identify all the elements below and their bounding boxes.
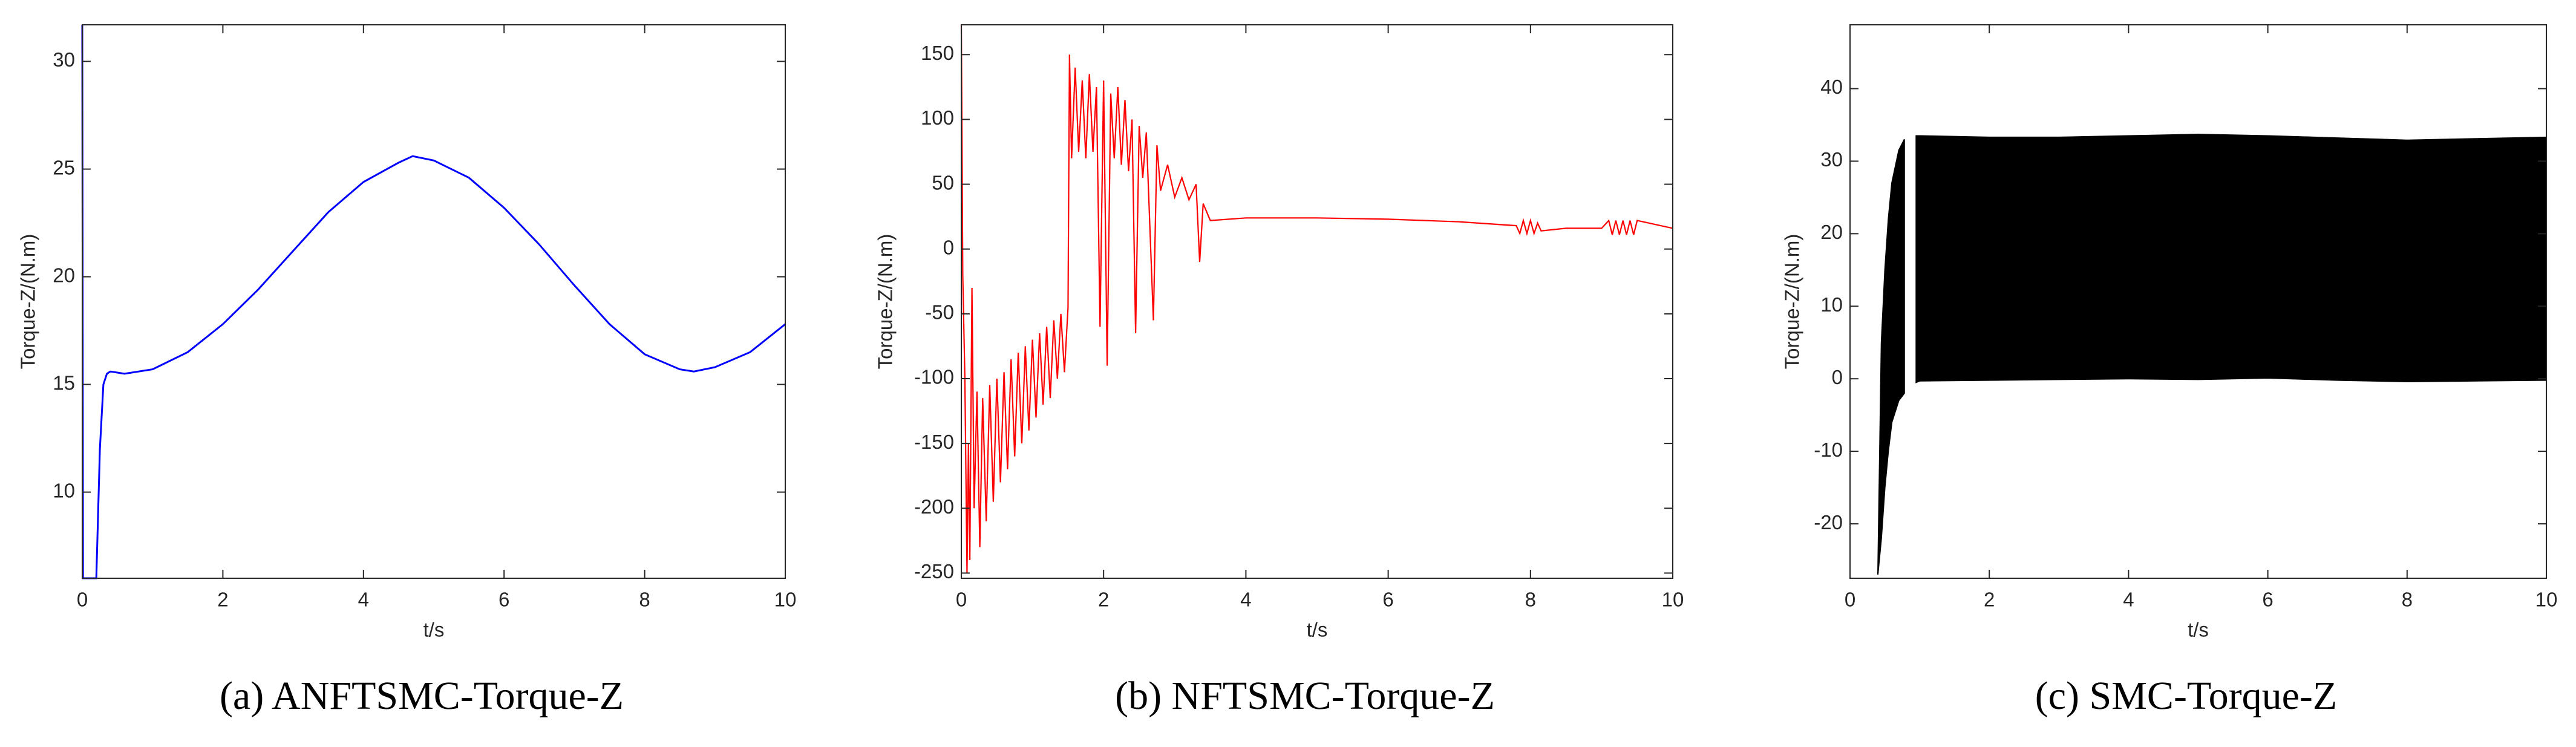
y-tick-label: 20 — [53, 264, 75, 286]
y-tick-label: 10 — [1820, 293, 1843, 316]
x-tick-label: 10 — [1662, 589, 1684, 611]
caption: (c) SMC-Torque-Z — [2035, 674, 2337, 718]
y-tick-label: 50 — [932, 171, 954, 194]
x-axis-label: t/s — [423, 619, 445, 641]
y-axis-label: Torque-Z/(N.m) — [1781, 234, 1803, 370]
y-tick-label: -250 — [914, 560, 954, 582]
y-tick-label: 30 — [1820, 148, 1843, 171]
caption: (b) NFTSMC-Torque-Z — [1115, 674, 1495, 718]
caption: (a) ANFTSMC-Torque-Z — [220, 674, 624, 718]
y-tick-label: 150 — [921, 42, 954, 64]
x-tick-label: 8 — [639, 589, 650, 611]
data-band — [1915, 134, 2547, 383]
y-tick-label: 30 — [53, 48, 75, 71]
x-tick-label: 6 — [1382, 589, 1393, 611]
y-tick-label: 0 — [943, 236, 954, 258]
x-tick-label: 4 — [1240, 589, 1251, 611]
x-tick-label: 2 — [1098, 589, 1109, 611]
y-tick-label: 25 — [53, 156, 75, 178]
x-tick-label: 10 — [774, 589, 797, 611]
y-tick-label: -10 — [1814, 439, 1843, 461]
x-tick-label: 0 — [77, 589, 88, 611]
y-tick-label: -200 — [914, 495, 954, 518]
y-tick-label: -20 — [1814, 511, 1843, 533]
x-axis-label: t/s — [1307, 619, 1328, 641]
y-tick-label: 20 — [1820, 221, 1843, 243]
x-tick-label: 0 — [956, 589, 967, 611]
y-tick-label: 40 — [1820, 76, 1843, 98]
y-axis-label: Torque-Z/(N.m) — [17, 234, 39, 370]
y-axis-label: Torque-Z/(N.m) — [874, 234, 897, 370]
data-line — [81, 24, 786, 579]
y-tick-label: -100 — [914, 366, 954, 388]
axes-box — [1849, 24, 2547, 579]
x-tick-label: 4 — [2123, 589, 2134, 611]
x-tick-label: 8 — [2402, 589, 2413, 611]
x-tick-label: 4 — [358, 589, 369, 611]
x-tick-label: 0 — [1845, 589, 1855, 611]
y-tick-label: 15 — [53, 371, 75, 394]
plot-area — [82, 25, 785, 578]
x-tick-label: 6 — [499, 589, 509, 611]
axes-box — [82, 24, 786, 579]
x-tick-label: 8 — [1525, 589, 1536, 611]
y-tick-label: 0 — [1832, 366, 1843, 388]
x-tick-label: 10 — [2535, 589, 2558, 611]
data-line — [960, 24, 1673, 573]
x-axis-label: t/s — [2188, 619, 2209, 641]
axes-box — [961, 24, 1673, 579]
x-tick-label: 6 — [2262, 589, 2273, 611]
y-tick-label: 10 — [53, 479, 75, 501]
x-tick-label: 2 — [217, 589, 228, 611]
y-tick-label: 100 — [921, 106, 954, 129]
y-tick-label: -150 — [914, 431, 954, 453]
y-tick-label: -50 — [925, 301, 954, 324]
data-band — [1877, 139, 1905, 575]
x-tick-label: 2 — [1984, 589, 1995, 611]
